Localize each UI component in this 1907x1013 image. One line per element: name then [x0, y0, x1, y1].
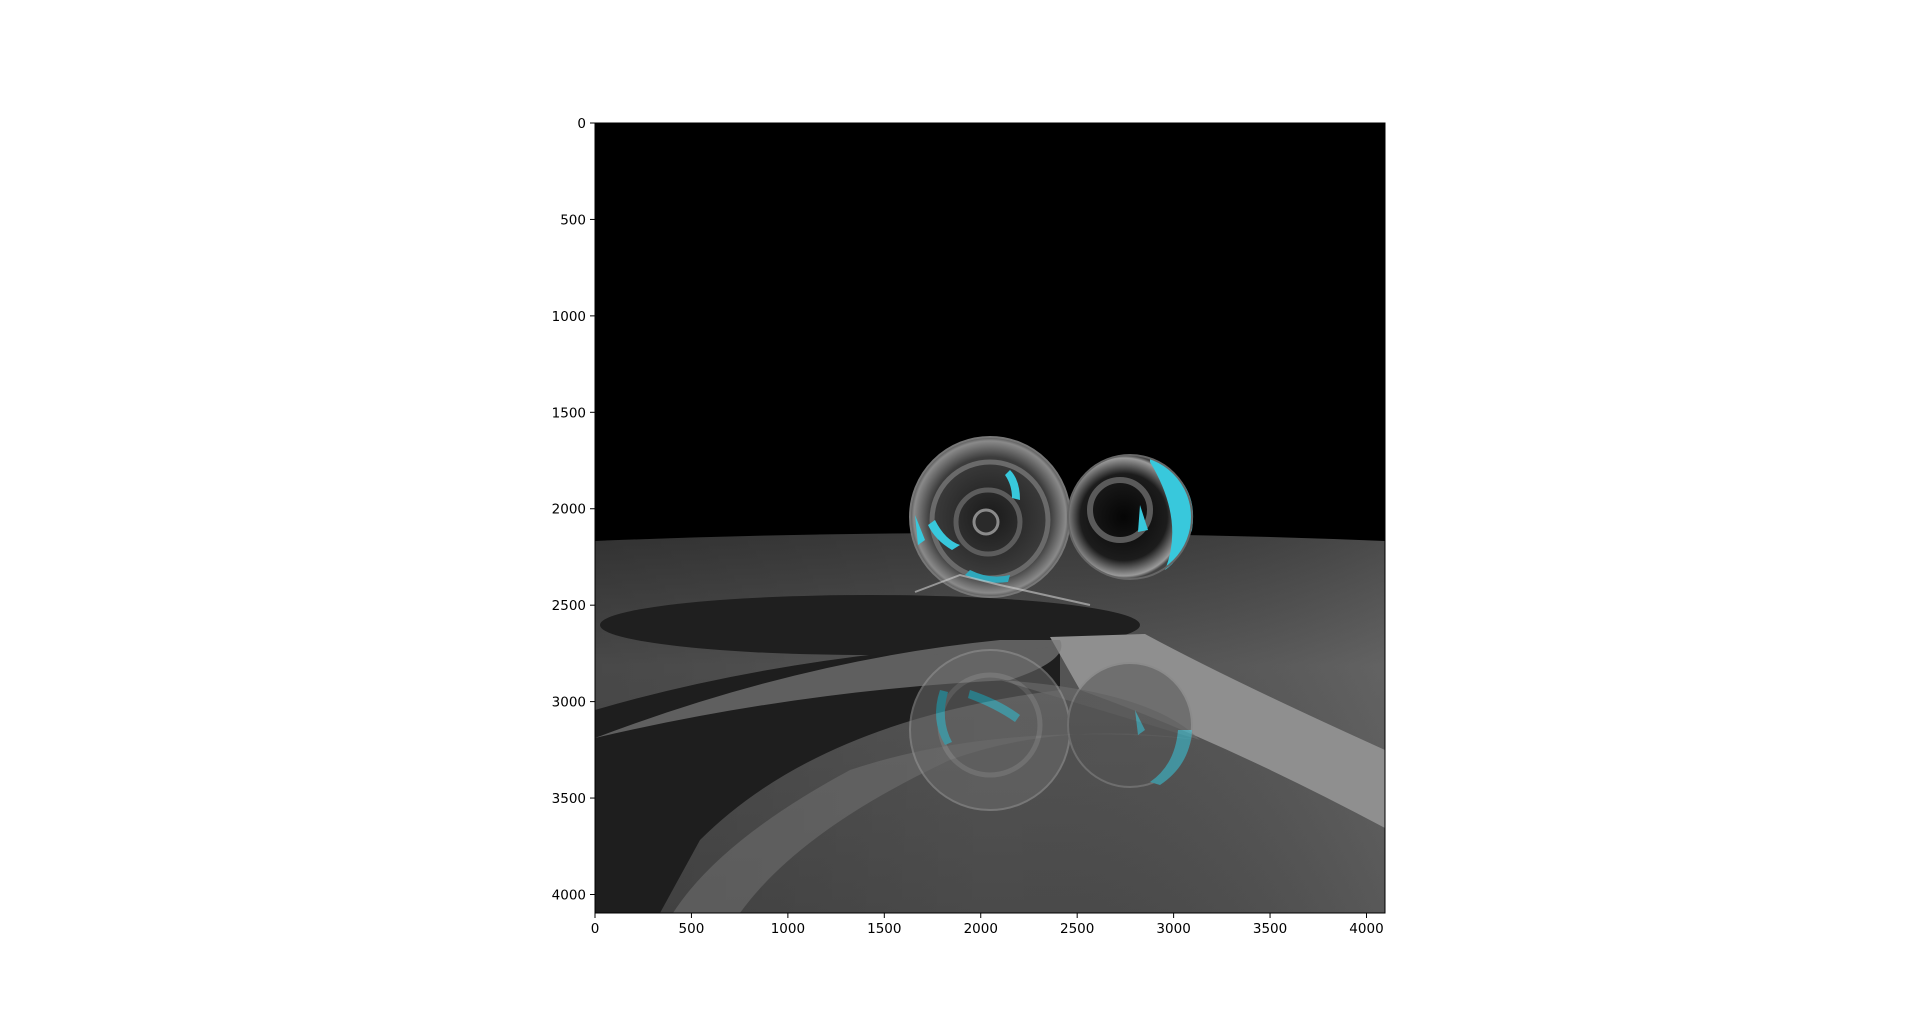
x-axis-ticks: 0 500 1000 1500 2000 2500 3000 3500 4000 — [591, 913, 1384, 937]
rendered-scene-image — [595, 123, 1385, 913]
y-tick-label: 1000 — [552, 309, 586, 325]
large-glass-sphere — [909, 436, 1071, 598]
y-tick-label: 0 — [577, 116, 586, 132]
y-tick-label: 4000 — [552, 887, 586, 903]
x-tick-label: 3500 — [1253, 921, 1287, 937]
y-tick-label: 2000 — [552, 502, 586, 518]
small-glass-sphere — [1067, 454, 1194, 580]
x-tick-label: 2500 — [1060, 921, 1094, 937]
y-axis-ticks: 0 500 1000 1500 2000 2500 3000 3500 4000 — [552, 116, 595, 903]
light-band-lower — [673, 680, 1200, 913]
x-tick-label: 3000 — [1156, 921, 1190, 937]
x-tick-label: 1500 — [867, 921, 901, 937]
y-tick-label: 500 — [560, 212, 586, 228]
x-tick-label: 2000 — [964, 921, 998, 937]
x-tick-label: 500 — [679, 921, 705, 937]
axes-frame — [594, 122, 1386, 914]
y-tick-label: 1500 — [552, 405, 586, 421]
y-tick-label: 2500 — [552, 598, 586, 614]
sphere-contact-lines — [914, 573, 1091, 606]
y-tick-label: 3000 — [552, 695, 586, 711]
sphere-reflections — [909, 649, 1193, 811]
y-tick-label: 3500 — [552, 791, 586, 807]
x-tick-label: 4000 — [1349, 921, 1383, 937]
x-tick-label: 1000 — [771, 921, 805, 937]
x-tick-label: 0 — [591, 921, 600, 937]
